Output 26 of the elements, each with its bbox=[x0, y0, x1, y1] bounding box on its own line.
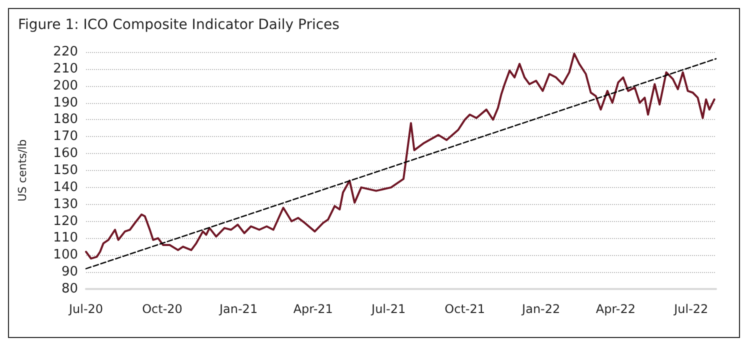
y-tick-label: 150 bbox=[53, 163, 78, 178]
y-tick-label: 220 bbox=[53, 44, 78, 60]
y-tick-label: 140 bbox=[53, 180, 78, 195]
y-tick-label: 110 bbox=[53, 230, 78, 246]
y-tick-label: 210 bbox=[53, 61, 78, 76]
y-axis-title: US cents/lb bbox=[16, 139, 29, 202]
chart-title: Figure 1: ICO Composite Indicator Daily Prices bbox=[18, 17, 340, 33]
x-tick-label: Apr-22 bbox=[596, 302, 636, 316]
x-tick-label: Jul-22 bbox=[673, 302, 708, 316]
x-tick-label: Jul-20 bbox=[68, 302, 104, 316]
y-tick-label: 100 bbox=[53, 248, 78, 263]
x-tick-label: Oct-21 bbox=[444, 302, 486, 316]
y-tick-label: 180 bbox=[53, 112, 78, 128]
x-tick-label: Oct-20 bbox=[142, 302, 182, 316]
y-tick-label: 160 bbox=[53, 146, 78, 162]
y-tick-label: 190 bbox=[53, 95, 78, 110]
y-tick-label: 170 bbox=[53, 129, 78, 144]
y-tick-label: 90 bbox=[61, 264, 78, 280]
y-tick-label: 80 bbox=[61, 282, 78, 296]
y-tick-label: 120 bbox=[53, 214, 78, 229]
x-tick-label: Apr-21 bbox=[293, 302, 333, 316]
x-tick-label: Jul-21 bbox=[370, 302, 406, 316]
x-tick-label: Jan-22 bbox=[521, 302, 560, 316]
y-tick-label: 130 bbox=[53, 196, 78, 212]
x-tick-label: Jan-21 bbox=[218, 302, 258, 316]
y-tick-label: 200 bbox=[53, 78, 78, 94]
